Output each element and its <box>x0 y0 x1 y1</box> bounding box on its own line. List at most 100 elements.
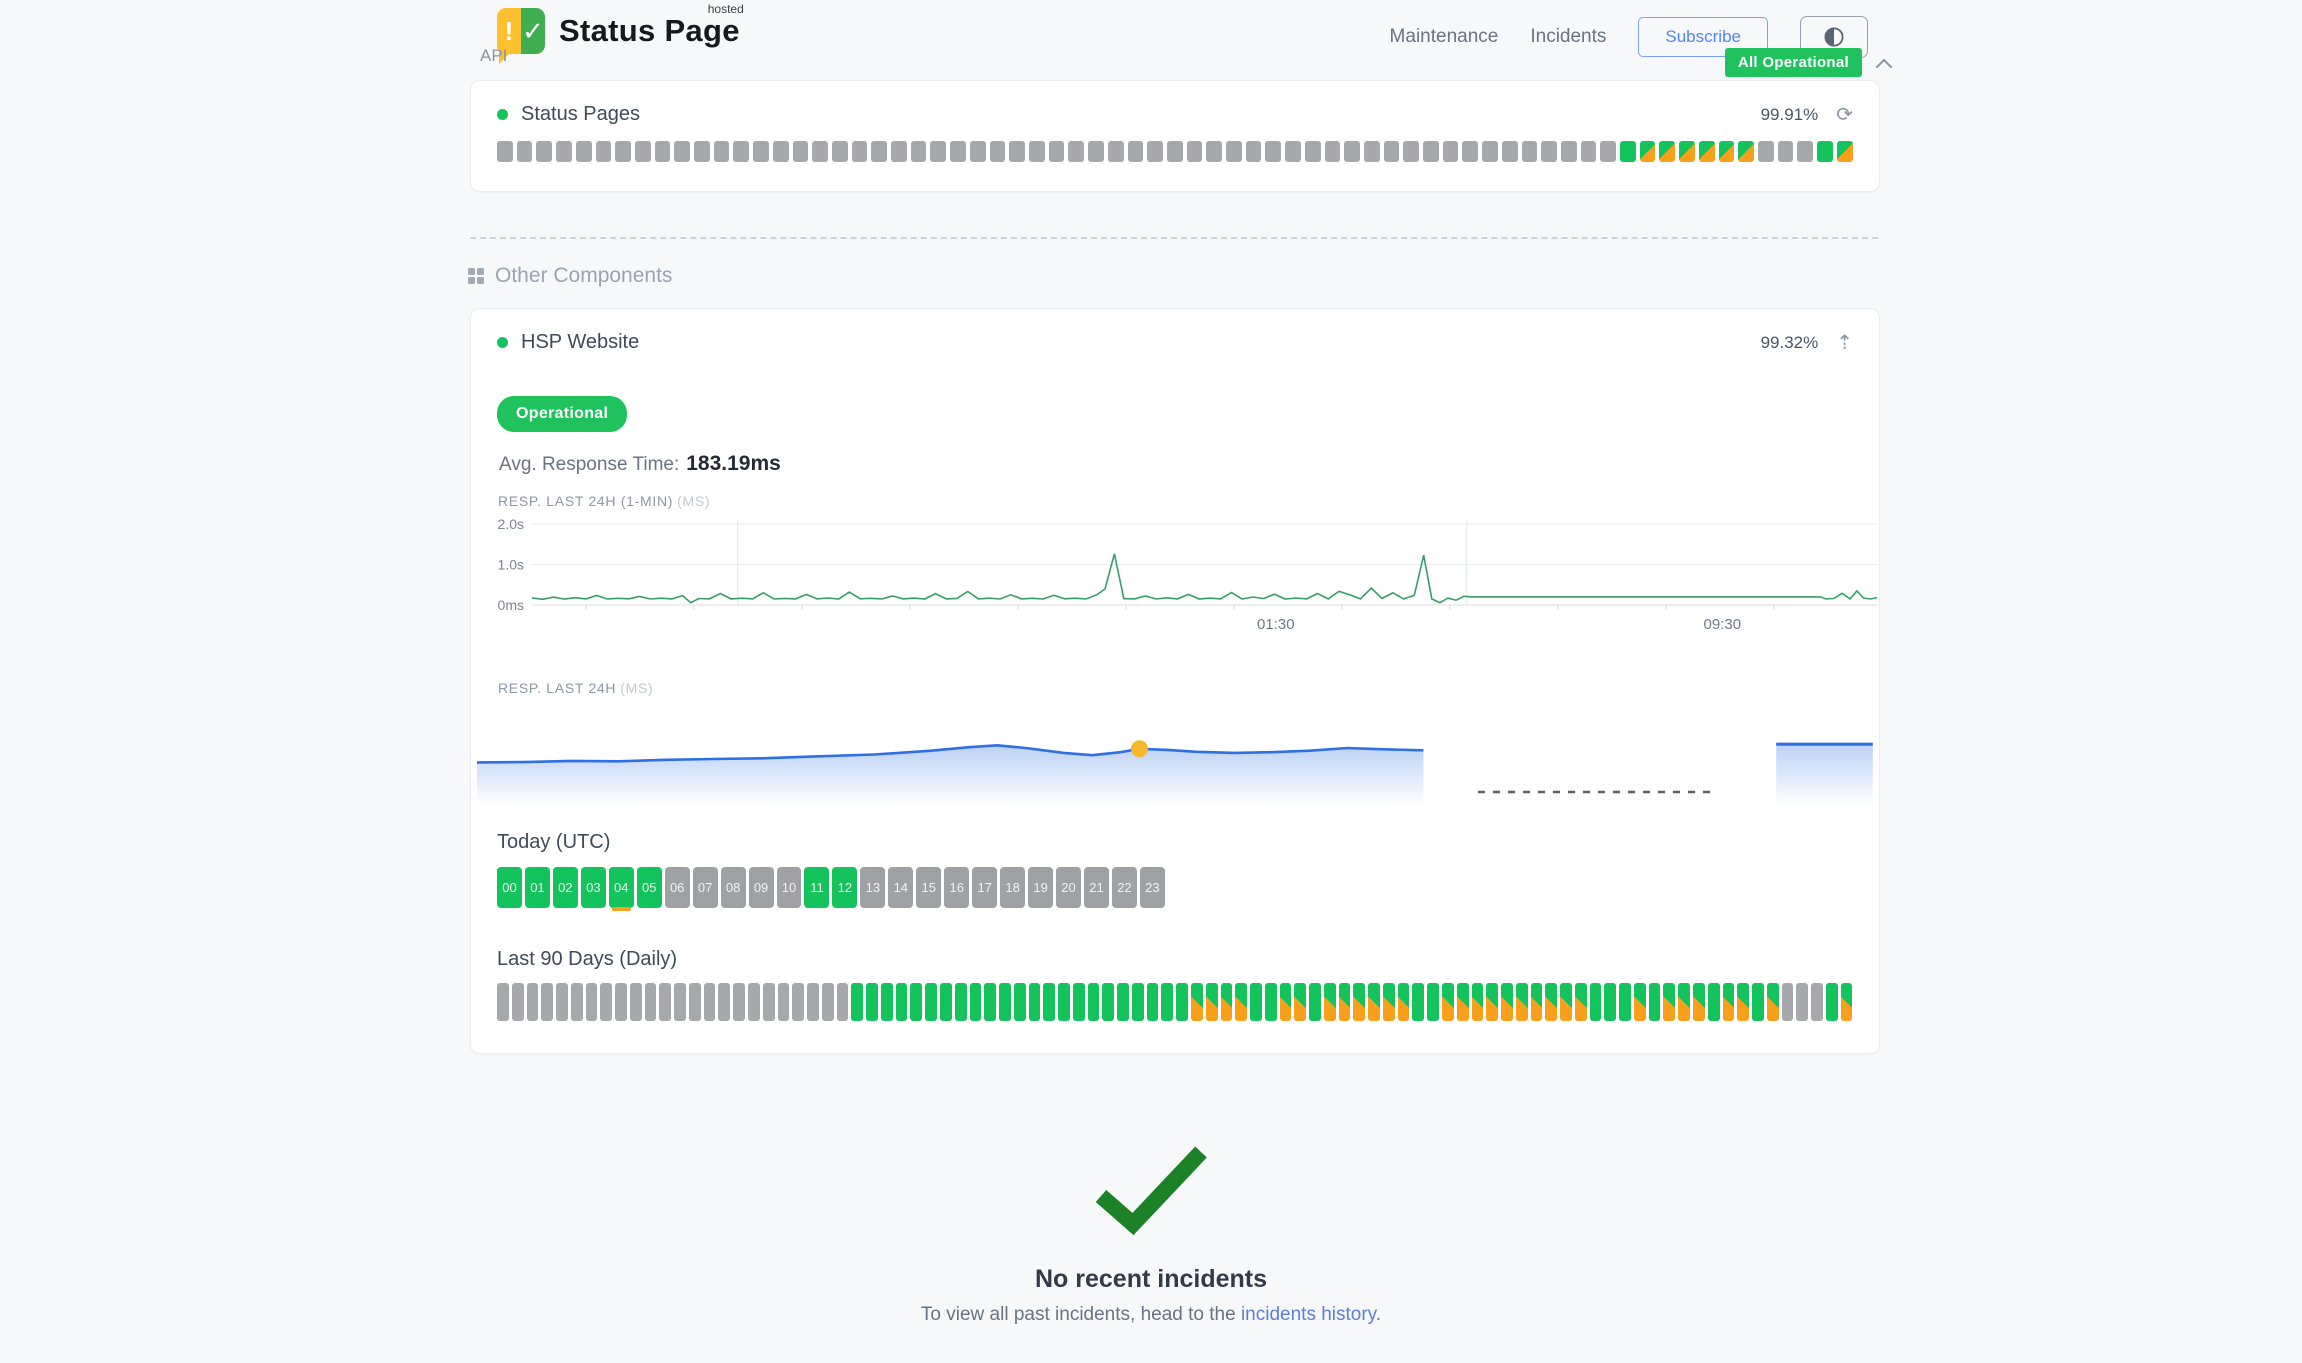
uptime-segment[interactable] <box>1323 983 1336 1021</box>
uptime-segment[interactable] <box>1825 983 1838 1021</box>
uptime-segment[interactable] <box>836 983 849 1021</box>
uptime-segment[interactable] <box>1639 141 1656 162</box>
response-time-area-chart[interactable] <box>477 700 1877 815</box>
hour-block[interactable]: 02 <box>552 867 578 908</box>
uptime-segment[interactable] <box>772 141 789 162</box>
uptime-segment[interactable] <box>688 983 701 1021</box>
uptime-segment[interactable] <box>1633 983 1646 1021</box>
hour-block[interactable]: 11 <box>804 867 830 908</box>
uptime-segment[interactable] <box>1383 141 1400 162</box>
uptime-segment[interactable] <box>969 983 982 1021</box>
uptime-segment[interactable] <box>1693 983 1705 1021</box>
uptime-segment[interactable] <box>1309 983 1321 1021</box>
uptime-segment[interactable] <box>984 983 997 1021</box>
uptime-segment[interactable] <box>1186 141 1203 162</box>
uptime-segment[interactable] <box>792 983 805 1021</box>
hour-block[interactable]: 07 <box>692 867 718 908</box>
uptime-segment[interactable] <box>748 983 760 1021</box>
uptime-segment[interactable] <box>595 141 612 162</box>
uptime-segment[interactable] <box>1304 141 1321 162</box>
uptime-segment[interactable] <box>733 983 746 1021</box>
uptime-segment[interactable] <box>1781 983 1794 1021</box>
hour-block[interactable]: 16 <box>944 867 970 908</box>
uptime-segment[interactable] <box>866 983 878 1021</box>
uptime-segment[interactable] <box>556 141 572 162</box>
uptime-segment[interactable] <box>871 141 888 162</box>
collapse-up-icon[interactable]: ⇡ <box>1836 331 1853 354</box>
uptime-segment[interactable] <box>851 141 868 162</box>
hour-block[interactable]: 21 <box>1084 867 1109 908</box>
uptime-segment[interactable] <box>1176 983 1188 1021</box>
nav-incidents[interactable]: Incidents <box>1530 26 1607 47</box>
uptime-segment[interactable] <box>792 141 809 162</box>
hour-block[interactable]: 19 <box>1028 867 1054 908</box>
uptime-segment[interactable] <box>674 141 691 162</box>
uptime-segment[interactable] <box>1427 983 1439 1021</box>
uptime-segment[interactable] <box>777 983 790 1021</box>
uptime-segment[interactable] <box>1604 983 1617 1021</box>
uptime-segment[interactable] <box>1265 141 1282 162</box>
uptime-segment[interactable] <box>950 141 966 162</box>
uptime-segment[interactable] <box>1363 141 1380 162</box>
uptime-segment[interactable] <box>516 141 533 162</box>
uptime-segment[interactable] <box>1663 983 1676 1021</box>
uptime-segment[interactable] <box>718 983 731 1021</box>
uptime-segment[interactable] <box>1344 141 1360 162</box>
uptime-segment[interactable] <box>1752 983 1764 1021</box>
uptime-segment[interactable] <box>1338 983 1351 1021</box>
uptime-segment[interactable] <box>1766 983 1779 1021</box>
uptime-segment[interactable] <box>1397 983 1410 1021</box>
uptime-segment[interactable] <box>1600 141 1617 162</box>
hour-block[interactable]: 14 <box>888 867 914 908</box>
hour-block[interactable]: 17 <box>972 867 998 908</box>
uptime-segment[interactable] <box>1545 983 1558 1021</box>
uptime-segment[interactable] <box>1403 141 1420 162</box>
uptime-segment[interactable] <box>821 983 834 1021</box>
hour-block[interactable]: 10 <box>776 867 802 908</box>
uptime-segment[interactable] <box>536 141 553 162</box>
uptime-segment[interactable] <box>1412 983 1425 1021</box>
hour-block[interactable]: 09 <box>748 867 774 908</box>
uptime-segment[interactable] <box>1698 141 1715 162</box>
uptime-segment[interactable] <box>969 141 986 162</box>
uptime-segment[interactable] <box>1068 141 1085 162</box>
uptime-segment[interactable] <box>1589 983 1602 1021</box>
uptime-segment[interactable] <box>1707 983 1720 1021</box>
uptime-segment[interactable] <box>1161 983 1174 1021</box>
uptime-segment[interactable] <box>1737 983 1750 1021</box>
uptime-segment[interactable] <box>1235 983 1248 1021</box>
uptime-segment[interactable] <box>1648 983 1661 1021</box>
uptime-segment[interactable] <box>1679 141 1695 162</box>
uptime-segment[interactable] <box>1796 983 1809 1021</box>
chevron-up-icon[interactable] <box>1874 56 1894 70</box>
hour-block[interactable]: 04 <box>608 867 634 911</box>
uptime-segment[interactable] <box>1205 983 1218 1021</box>
uptime-segment[interactable] <box>851 983 864 1021</box>
uptime-segment[interactable] <box>644 983 657 1021</box>
uptime-segment[interactable] <box>1088 141 1104 162</box>
uptime-segment[interactable] <box>1117 983 1129 1021</box>
uptime-segment[interactable] <box>895 983 908 1021</box>
hour-block[interactable]: 13 <box>860 867 886 908</box>
uptime-segment[interactable] <box>1580 141 1597 162</box>
hour-block[interactable]: 23 <box>1139 867 1165 908</box>
uptime-segment[interactable] <box>1250 983 1262 1021</box>
uptime-segment[interactable] <box>1206 141 1223 162</box>
uptime-segment[interactable] <box>1279 983 1292 1021</box>
hour-block[interactable]: 06 <box>664 867 690 908</box>
uptime-segment[interactable] <box>1294 983 1307 1021</box>
uptime-segment[interactable] <box>1131 983 1144 1021</box>
uptime-segment[interactable] <box>615 141 631 162</box>
hour-block[interactable]: 12 <box>832 867 858 908</box>
uptime-segment[interactable] <box>1324 141 1341 162</box>
uptime-segment[interactable] <box>733 141 750 162</box>
uptime-segment[interactable] <box>1462 141 1479 162</box>
uptime-segment[interactable] <box>1166 141 1183 162</box>
uptime-segment[interactable] <box>1245 141 1262 162</box>
uptime-segment[interactable] <box>659 983 672 1021</box>
uptime-segment[interactable] <box>1058 983 1070 1021</box>
uptime-segment[interactable] <box>1226 141 1242 162</box>
uptime-segment[interactable] <box>694 141 710 162</box>
hour-block[interactable]: 18 <box>1000 867 1026 908</box>
refresh-icon[interactable]: ⟳ <box>1836 103 1853 126</box>
